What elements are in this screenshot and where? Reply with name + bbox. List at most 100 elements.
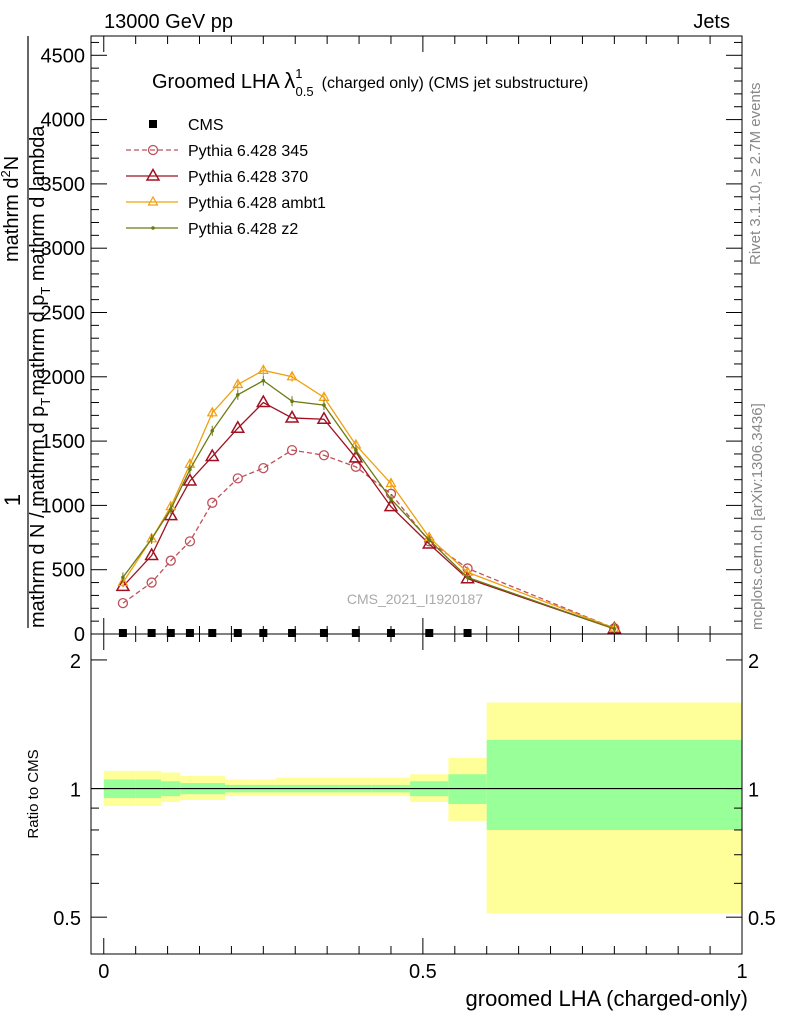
cms-data-point [288,629,297,637]
y-title-part-2: T [38,398,53,406]
ratio-plot-frame [90,633,743,955]
series-line-4 [122,379,615,630]
mcplots-reference-label: mcplots.cern.ch [arXiv:1306.3436] [749,403,766,630]
series-point-4 [427,538,432,542]
y-title-numerator-expr: mathrm d2N [0,156,23,262]
series-point-4 [465,575,470,580]
series-point-1 [184,536,196,547]
series-point-4 [210,429,215,433]
y-title-part-1: mathrm d N / mathrm d p [27,406,49,628]
series-point-4 [121,575,125,580]
ratio-y-axis: 0.5 0.5 1 1 2 2 [53,651,776,930]
series-point-4 [168,507,173,512]
series-point-3 [232,378,244,389]
cms-data-point [118,629,127,637]
series-point-1 [318,450,330,461]
series-point-4 [322,403,326,407]
legend-marker [147,144,159,156]
ratio-y-tick-label-right: 1 [748,780,759,802]
series-point-4 [354,448,358,452]
series-point-3 [385,477,397,488]
main-y-tick-label: 1000 [41,495,86,517]
cms-data-point [386,629,395,637]
cms-data-point [185,629,194,637]
legend-entry-label: Pythia 6.428 ambt1 [188,195,326,212]
chart-title: Groomed LHA λ1 0.5 (charged only) (CMS jet… [152,66,588,99]
series-point-3 [117,576,129,587]
legend-entry-label: CMS [188,117,224,134]
series-point-2 [316,411,332,424]
category-label: Jets [693,11,730,33]
legend-marker [149,120,157,128]
series-point-2 [182,472,198,486]
main-y-tick-label: 4000 [41,110,86,132]
chart-title-subscript: 0.5 [296,84,314,99]
series-point-3 [257,364,269,374]
main-y-axis-title: 1 mathrm d N / mathrm d pTmathrm d pT ma… [0,36,53,628]
x-tick-label: 0 [98,961,109,983]
series-point-4 [612,627,617,631]
y-title-part-8: N [1,156,23,170]
main-y-tick-label: 3000 [41,238,86,260]
series-point-2 [284,409,300,423]
cms-data-point [166,629,175,637]
y-title-denominator: mathrm d N / mathrm d pTmathrm d pT math… [27,125,53,628]
series-point-2 [383,498,399,512]
ratio-y-tick-label-right: 2 [748,651,759,673]
y-title-part-7: 2 [0,170,13,177]
series-point-2 [348,449,364,463]
ratio-y-tick-label: 2 [70,651,81,673]
cms-data-layer [118,629,472,637]
chart-title-prefix: Groomed LHA [152,71,284,93]
legend-marker [145,167,161,181]
cms-data-point [259,629,268,637]
cms-data-point [351,629,360,637]
main-y-axis: 0 500 1000 1500 2000 2500 3000 3500 4000 4500 [41,41,742,646]
main-y-tick-label: 1500 [41,431,86,453]
series-point-4 [389,497,393,501]
rivet-version-label: Rivet 3.1.10, ≥ 2.7M events [747,83,764,266]
main-y-tick-label: 500 [52,560,85,582]
series-point-4 [235,393,240,397]
series-point-1 [207,497,218,508]
x-tick-label: 1 [736,961,747,983]
series-point-1 [165,555,176,566]
main-y-tick-label: 0 [74,624,85,646]
main-y-tick-label: 3500 [41,174,86,196]
series-point-1 [258,462,269,474]
x-tick-label: 0.5 [409,961,437,983]
y-title-part-6: mathrm d [1,178,23,262]
series-point-3 [206,406,218,417]
y-title-part-4: T [38,287,53,295]
ratio-y-tick-label: 1 [70,780,81,802]
series-layer [115,364,622,634]
energy-label: 13000 GeV pp [104,11,233,33]
legend: CMS Pythia 6.428 345 Pythia 6.428 370 Pythi… [126,117,326,238]
series-point-2 [204,448,220,462]
series-point-2 [256,394,271,408]
series-point-1 [146,577,157,588]
series-point-4 [290,399,294,404]
legend-marker [147,195,159,206]
series-point-2 [230,420,246,433]
main-y-tick-label: 2500 [41,302,86,324]
series-line-3 [122,369,615,629]
y-title-numerator: 1 [0,494,25,506]
series-point-2 [460,570,475,584]
main-y-tick-label: 2000 [41,367,86,389]
cms-data-point [147,629,156,637]
series-point-4 [261,378,266,383]
y-title-part-3: mathrm d p [27,295,49,396]
analysis-watermark: CMS_2021_I1920187 [347,591,483,607]
legend-entry-label: Pythia 6.428 z2 [188,221,298,238]
ratio-y-tick-label-right: 0.5 [748,908,776,930]
legend-marker [151,226,155,230]
cms-data-point [425,629,434,637]
series-point-1 [232,473,243,484]
cms-data-point [463,629,472,637]
ratio-stat-band [486,739,742,830]
ratio-x-axis: 0 0.5 1 [98,634,748,983]
ratio-bands [103,702,742,914]
cms-data-point [233,629,242,637]
